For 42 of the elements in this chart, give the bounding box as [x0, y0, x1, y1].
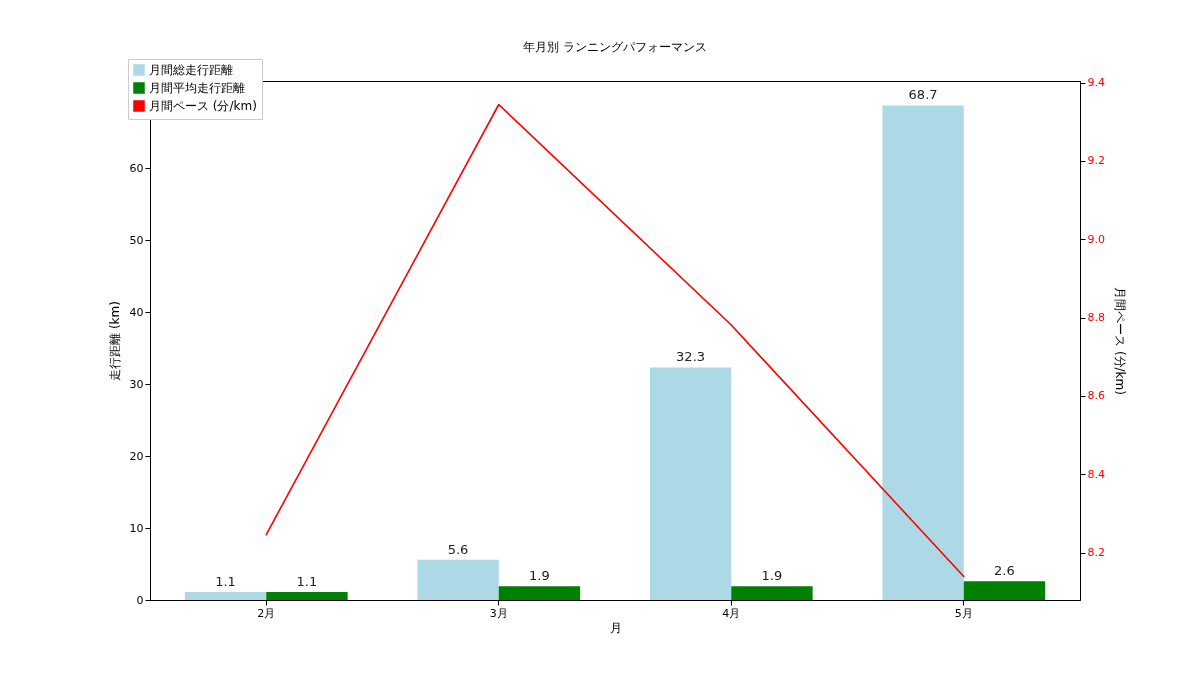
y-tick-label: 50	[129, 233, 144, 247]
y-axis-title: 走行距離 (km)	[107, 301, 122, 381]
data-label: 1.1	[296, 574, 318, 590]
y-tick-label: 10	[129, 521, 144, 535]
bar	[649, 367, 732, 600]
bar	[266, 592, 348, 600]
data-label: 1.9	[529, 568, 550, 584]
data-label: 1.9	[761, 568, 783, 584]
y2-tick-label: 8.6	[1087, 389, 1105, 403]
y-tick-label: 60	[129, 161, 144, 175]
data-label: 32.3	[676, 349, 706, 365]
data-label: 2.6	[994, 563, 1015, 579]
bar	[882, 105, 964, 600]
y-tick-label: 40	[129, 305, 144, 319]
data-label: 68.7	[908, 87, 938, 103]
y2-tick-label: 9.0	[1087, 232, 1105, 246]
x-axis-title: 月	[609, 620, 622, 635]
legend-label: 月間平均走行距離	[149, 81, 245, 95]
y2-axis-title: 月間ペース (分/km)	[1112, 287, 1127, 395]
y2-tick-label: 9.2	[1087, 154, 1105, 168]
x-tick-label: 4月	[722, 606, 741, 620]
y-tick-label: 0	[136, 593, 144, 607]
legend-label: 月間ペース (分/km)	[149, 99, 257, 113]
y2-tick-label: 8.4	[1087, 467, 1105, 481]
bar	[731, 586, 813, 600]
y2-tick-label: 9.4	[1087, 76, 1105, 90]
x-tick-label: 3月	[489, 606, 508, 620]
bar	[417, 559, 499, 600]
legend-label: 月間総走行距離	[149, 63, 233, 77]
x-tick-label: 5月	[954, 606, 973, 620]
data-label: 1.1	[215, 574, 236, 590]
data-label: 5.6	[447, 541, 469, 557]
y-tick-label: 20	[129, 449, 144, 463]
y2-tick-label: 8.2	[1087, 546, 1105, 560]
bar	[184, 592, 267, 600]
bar	[963, 581, 1046, 600]
chart-title: 年月別 ランニングパフォーマンス	[523, 39, 707, 54]
line-series	[265, 103, 965, 578]
y2-tick-label: 8.8	[1087, 311, 1105, 325]
x-tick-label: 2月	[257, 606, 276, 620]
y-tick-label: 30	[129, 377, 144, 391]
bar	[498, 586, 581, 600]
